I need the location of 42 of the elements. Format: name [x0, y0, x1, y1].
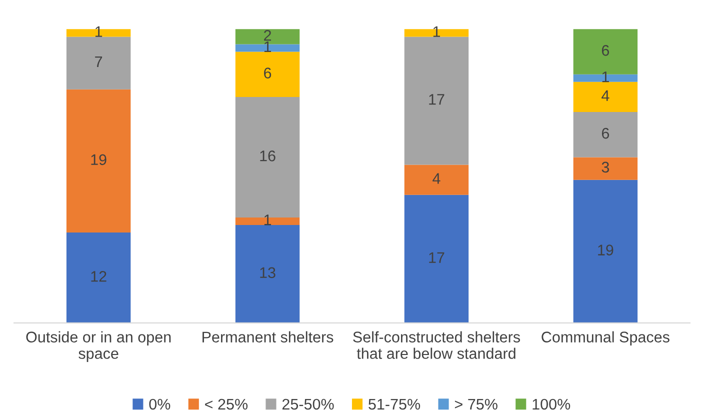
data-label: 19	[91, 154, 106, 166]
data-label: 16	[260, 150, 276, 162]
data-label: 1	[264, 41, 272, 52]
bar	[66, 89, 131, 233]
x-tick-label: Permanent shelters	[202, 331, 334, 342]
legend-label: > 75%	[454, 398, 498, 410]
bar	[573, 180, 638, 323]
data-label: 1	[602, 72, 609, 82]
data-label: 6	[602, 128, 610, 139]
bar	[66, 36, 131, 90]
x-tick-label: Communal Spaces	[542, 331, 670, 346]
data-label: 1	[264, 214, 272, 226]
data-label: 7	[95, 56, 102, 68]
bar	[404, 194, 469, 323]
bar	[66, 232, 131, 323]
bar	[573, 157, 638, 180]
bar	[573, 82, 638, 112]
data-label: 12	[91, 271, 106, 282]
bar	[404, 36, 469, 165]
data-label: 13	[260, 267, 276, 278]
legend-label: < 25%	[205, 398, 248, 410]
data-label: 4	[432, 173, 440, 184]
data-label: 6	[264, 68, 272, 78]
data-label: 1	[433, 26, 440, 37]
x-tick-label: Self-constructed shelters that are below standard	[353, 331, 520, 359]
bar	[573, 112, 638, 158]
data-label: 1	[95, 26, 102, 37]
data-label: 17	[429, 252, 444, 263]
bar	[235, 225, 300, 323]
data-label: 19	[598, 244, 614, 256]
data-label: 3	[602, 162, 610, 173]
legend-label: 51-75%	[368, 398, 420, 410]
legend-label: 100%	[532, 398, 570, 410]
data-label: 17	[429, 94, 444, 105]
data-label: 2	[264, 30, 271, 41]
legend-label: 0%	[149, 398, 170, 410]
bar	[404, 164, 469, 195]
data-label: 4	[602, 90, 610, 101]
data-label: 6	[602, 45, 610, 56]
x-tick-label: Outside or in an open space	[26, 331, 171, 362]
legend-label: 25-50%	[282, 398, 334, 410]
bar	[235, 52, 300, 97]
